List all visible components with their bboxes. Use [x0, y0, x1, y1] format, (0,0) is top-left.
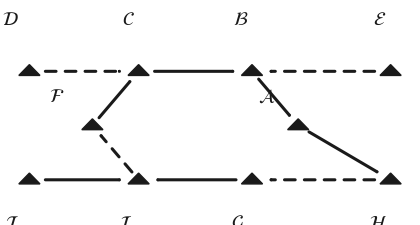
Text: $\mathcal{A}$: $\mathcal{A}$	[258, 88, 276, 106]
FancyArrowPatch shape	[101, 136, 132, 172]
Polygon shape	[19, 65, 40, 76]
Text: $\mathcal{D}$: $\mathcal{D}$	[2, 11, 19, 29]
Polygon shape	[19, 173, 40, 184]
Polygon shape	[241, 65, 262, 76]
FancyArrowPatch shape	[309, 132, 377, 172]
FancyArrowPatch shape	[259, 80, 289, 116]
FancyArrowPatch shape	[99, 82, 130, 118]
Text: $\mathcal{B}$: $\mathcal{B}$	[233, 11, 248, 29]
Text: $\mathcal{G}$: $\mathcal{G}$	[231, 213, 244, 225]
Text: $\mathcal{I}$: $\mathcal{I}$	[118, 214, 132, 225]
Polygon shape	[380, 173, 401, 184]
Text: $\mathcal{H}$: $\mathcal{H}$	[369, 214, 387, 225]
Text: $\mathcal{C}$: $\mathcal{C}$	[122, 11, 134, 29]
Polygon shape	[241, 173, 262, 184]
Polygon shape	[128, 65, 149, 76]
Polygon shape	[128, 173, 149, 184]
Text: $\mathcal{E}$: $\mathcal{E}$	[373, 11, 387, 29]
Polygon shape	[380, 65, 401, 76]
Polygon shape	[288, 119, 309, 130]
Text: $\mathcal{J}$: $\mathcal{J}$	[2, 213, 19, 225]
Polygon shape	[82, 119, 103, 130]
Text: $\mathcal{F}$: $\mathcal{F}$	[49, 88, 64, 106]
